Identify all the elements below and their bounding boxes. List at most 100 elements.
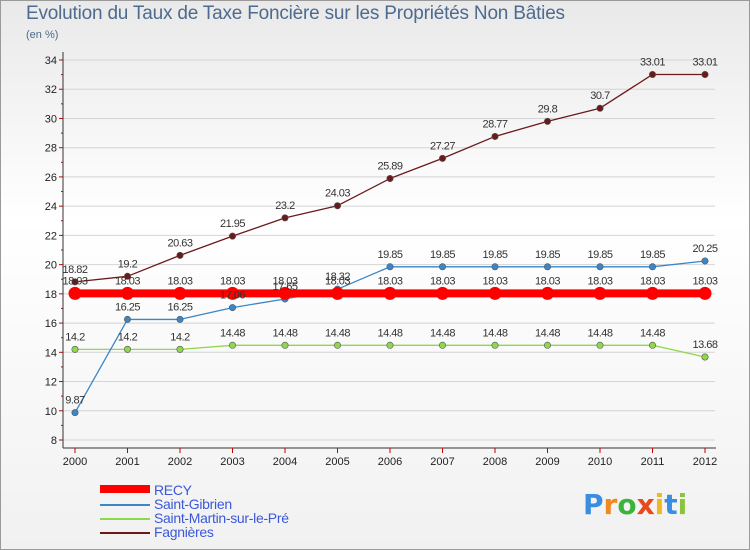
y-tick-label: 16 <box>45 318 57 330</box>
data-label: 28.77 <box>482 118 507 130</box>
data-point <box>173 286 187 300</box>
legend-swatch-saint-martin <box>100 518 150 520</box>
data-label: 18.03 <box>115 275 140 287</box>
data-point <box>491 132 499 140</box>
y-tick-label: 14 <box>45 347 57 359</box>
logo-letter: r <box>603 488 618 521</box>
data-point <box>701 257 709 265</box>
x-tick-label: 2011 <box>641 456 665 468</box>
data-label: 18.03 <box>587 275 612 287</box>
data-point <box>71 278 79 286</box>
y-tick-label: 28 <box>45 143 57 155</box>
x-tick-label: 2007 <box>430 456 454 468</box>
data-point <box>386 175 394 183</box>
logo-letter: P <box>583 488 604 521</box>
data-point <box>229 341 237 349</box>
proxiti-logo: Proxiti <box>583 488 687 521</box>
legend-item-fagnieres: Fagnières <box>100 524 400 540</box>
data-point <box>648 263 656 271</box>
data-label: 19.85 <box>377 249 402 261</box>
data-label: 20.25 <box>692 243 717 255</box>
legend-swatch-saint-gibrien <box>100 504 150 506</box>
chart-title: Evolution du Taux de Taxe Foncière sur l… <box>26 3 565 24</box>
legend-item-saint-gibrien: Saint-Gibrien <box>100 496 400 512</box>
x-tick-label: 2005 <box>325 456 349 468</box>
data-label: 14.48 <box>587 327 612 339</box>
y-tick-label: 34 <box>45 55 57 67</box>
data-point <box>698 286 712 300</box>
data-point <box>543 263 551 271</box>
chart-legend: RECY Saint-Gibrien Saint-Martin-sur-le-P… <box>100 482 400 540</box>
x-tick-label: 2012 <box>693 456 717 468</box>
data-point <box>68 286 82 300</box>
data-label: 33.01 <box>692 56 717 68</box>
data-point <box>596 104 604 112</box>
data-point <box>386 263 394 271</box>
data-label: 14.48 <box>482 327 507 339</box>
data-label: 20.63 <box>167 237 192 249</box>
legend-label-fagnieres: Fagnières <box>154 524 214 540</box>
legend-item-recy: RECY <box>100 482 400 498</box>
data-label: 25.89 <box>377 161 402 173</box>
legend-label-saint-martin: Saint-Martin-sur-le-Pré <box>154 510 289 526</box>
data-point <box>596 341 604 349</box>
y-tick-label: 22 <box>45 230 57 242</box>
data-point <box>278 286 292 300</box>
data-point <box>596 263 604 271</box>
data-point <box>331 286 344 300</box>
data-label: 14.48 <box>220 327 245 339</box>
data-point <box>491 263 499 271</box>
logo-letter: i <box>654 488 665 521</box>
logo-letter: x <box>636 488 655 521</box>
data-point <box>438 263 446 271</box>
data-point <box>333 341 341 349</box>
data-point <box>71 409 79 417</box>
data-label: 14.48 <box>535 327 560 339</box>
y-tick-label: 12 <box>45 377 57 389</box>
data-point <box>124 272 132 280</box>
data-point <box>648 341 656 349</box>
data-label: 19.85 <box>640 249 665 261</box>
data-label: 33.01 <box>640 56 665 68</box>
x-tick-label: 2001 <box>115 456 139 468</box>
y-tick-label: 30 <box>45 113 57 125</box>
data-point <box>226 286 239 300</box>
data-label: 27.27 <box>430 140 455 152</box>
data-point <box>121 286 134 300</box>
x-tick-label: 2008 <box>483 456 507 468</box>
data-label: 14.48 <box>325 327 350 339</box>
data-label: 18.03 <box>640 275 665 287</box>
data-label: 30.7 <box>590 90 610 102</box>
data-label: 23.2 <box>275 200 295 212</box>
x-tick-label: 2010 <box>588 456 612 468</box>
data-label: 29.8 <box>538 103 558 115</box>
data-point <box>438 154 446 162</box>
data-point <box>124 315 132 323</box>
data-point <box>176 315 184 323</box>
x-tick-label: 2006 <box>378 456 402 468</box>
data-label: 18.03 <box>62 275 87 287</box>
legend-label-saint-gibrien: Saint-Gibrien <box>154 496 232 512</box>
data-label: 19.85 <box>482 249 507 261</box>
data-point <box>333 202 341 210</box>
data-label: 14.2 <box>170 331 190 343</box>
data-point <box>229 232 237 240</box>
data-label: 18.03 <box>692 275 717 287</box>
data-point <box>543 117 551 125</box>
x-tick-label: 2004 <box>273 456 297 468</box>
legend-swatch-recy <box>100 485 150 493</box>
x-tick-label: 2009 <box>535 456 559 468</box>
logo-letter: o <box>617 488 637 521</box>
data-label: 18.32 <box>325 271 350 283</box>
y-tick-label: 8 <box>51 435 57 447</box>
data-label: 17.06 <box>220 290 245 302</box>
x-tick-label: 2002 <box>168 456 192 468</box>
data-point <box>176 251 184 259</box>
x-tick-label: 2003 <box>220 456 244 468</box>
y-tick-label: 26 <box>45 172 57 184</box>
data-label: 19.85 <box>587 249 612 261</box>
data-label: 13.68 <box>692 339 717 351</box>
data-label: 21.95 <box>220 218 245 230</box>
data-label: 16.25 <box>167 301 192 313</box>
